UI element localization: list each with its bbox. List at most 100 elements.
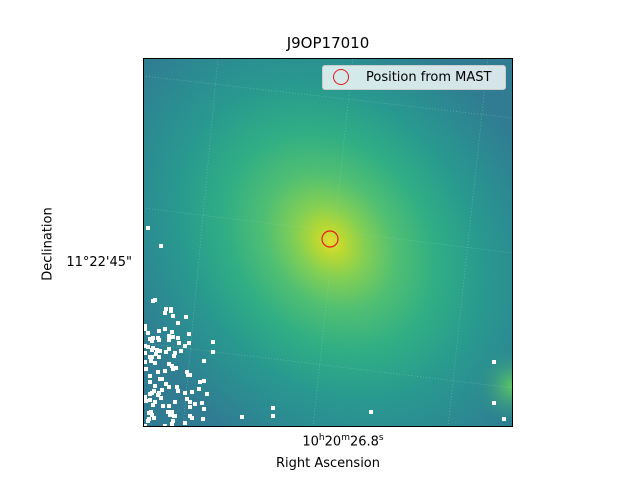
bad-pixel (202, 359, 206, 363)
bad-pixel (143, 344, 147, 348)
bad-pixel (202, 407, 206, 411)
bad-pixel (167, 385, 171, 389)
bad-pixel (184, 315, 188, 319)
bad-pixel (202, 379, 206, 383)
bad-pixel (171, 367, 175, 371)
bad-pixel (174, 366, 178, 370)
bad-pixel (148, 374, 152, 378)
bad-pixel (143, 424, 147, 427)
bad-pixel (173, 400, 177, 404)
bad-pixel (211, 350, 215, 354)
bad-pixel (153, 361, 157, 365)
bad-pixel (157, 391, 161, 395)
bad-pixel (160, 388, 164, 392)
bad-pixel (193, 402, 197, 406)
bad-pixel (173, 414, 177, 418)
bad-pixel (158, 349, 162, 353)
figure-title: J9OP17010 (286, 34, 370, 52)
bad-pixel (166, 410, 170, 414)
bad-pixel (157, 329, 161, 333)
bad-pixel (171, 419, 175, 423)
legend: Position from MAST (322, 65, 506, 90)
secondary-source (443, 338, 513, 427)
bad-pixel (185, 370, 189, 374)
bad-pixel (167, 334, 171, 338)
bad-pixel (173, 351, 177, 355)
legend-label: Position from MAST (366, 70, 492, 85)
bad-pixel (148, 392, 152, 396)
bad-pixel (176, 336, 180, 340)
bad-pixel (151, 336, 155, 340)
bad-pixel (151, 346, 155, 350)
bad-pixel (157, 338, 161, 342)
bad-pixel (169, 307, 173, 311)
bad-pixel (190, 390, 194, 394)
bad-pixel (153, 384, 157, 388)
bad-pixel (187, 341, 191, 345)
bad-pixel (187, 332, 191, 336)
bad-pixel (183, 421, 187, 425)
bad-pixel (201, 417, 205, 421)
bad-pixel (144, 367, 148, 371)
bad-pixel (160, 377, 164, 381)
bad-pixel (163, 311, 167, 315)
bad-pixel (146, 345, 150, 349)
bad-pixel (188, 414, 192, 418)
bad-pixel (198, 380, 202, 384)
x-tick-label: 10h20m26.8s (302, 433, 384, 450)
bad-pixel (240, 415, 244, 419)
bad-pixel (148, 380, 152, 384)
bad-pixel (197, 387, 201, 391)
bad-pixel (150, 339, 154, 343)
bad-pixel (164, 382, 168, 386)
bad-pixel (188, 400, 192, 404)
bad-pixel (171, 335, 175, 339)
bad-pixel (172, 354, 176, 358)
bad-pixel (163, 327, 167, 331)
bad-pixel (148, 355, 152, 359)
astronomical-image (143, 58, 513, 427)
bad-pixel (152, 416, 156, 420)
bad-pixel (492, 401, 496, 405)
bad-pixel (161, 404, 165, 408)
bad-pixel (492, 360, 496, 364)
bad-pixel (149, 359, 153, 363)
bad-pixel (164, 350, 168, 354)
bad-pixel (153, 400, 157, 404)
bad-pixel (164, 307, 168, 311)
bad-pixel (143, 327, 147, 331)
bad-pixel (157, 355, 161, 359)
bad-pixel (167, 362, 171, 366)
bad-pixel (151, 299, 155, 303)
bad-pixel (185, 397, 189, 401)
bad-pixel-mask (143, 226, 506, 427)
bad-pixel (211, 340, 215, 344)
bad-pixel (163, 424, 167, 427)
bad-pixel (150, 413, 154, 417)
bad-pixel (143, 324, 147, 328)
y-tick-label: 11°22'45" (66, 255, 132, 270)
bad-pixel (146, 226, 150, 230)
bad-pixel (200, 401, 204, 405)
bad-pixel (183, 391, 187, 395)
bad-pixel (170, 422, 174, 426)
bad-pixel (143, 360, 147, 364)
bad-pixel (143, 395, 147, 399)
bad-pixel (176, 389, 180, 393)
legend-circle-icon (333, 69, 349, 85)
bad-pixel (151, 403, 155, 407)
grid-lines (143, 58, 513, 427)
bad-pixel (171, 314, 175, 318)
bad-pixel (159, 396, 163, 400)
bad-pixel (155, 348, 159, 352)
bad-pixel (175, 385, 179, 389)
bad-pixel (156, 370, 160, 374)
x-axis-label: Right Ascension (276, 456, 380, 471)
bad-pixel (369, 410, 373, 414)
bad-pixel (146, 331, 150, 335)
mast-position-marker (321, 230, 339, 248)
bad-pixel (183, 344, 187, 348)
bad-pixel (502, 417, 506, 421)
bad-pixel (205, 392, 209, 396)
bad-pixel (167, 404, 171, 408)
